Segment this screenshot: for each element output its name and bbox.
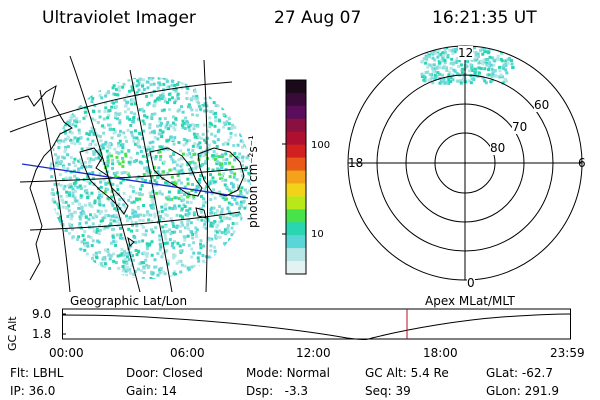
status-glon: GLon: 291.9 xyxy=(486,384,559,398)
colorbar xyxy=(282,79,307,275)
time-tick-0: 00:00 xyxy=(49,346,84,360)
terminator-line xyxy=(21,163,249,199)
time-label: 16:21:35 UT xyxy=(432,8,537,28)
coastline xyxy=(13,84,245,281)
mlt-label-12: 12 xyxy=(458,46,474,60)
time-tick-3: 18:00 xyxy=(423,346,458,360)
mlat-label-80: 80 xyxy=(490,141,506,155)
status-flt: Flt: LBHL xyxy=(10,366,64,380)
polar-panel-caption: Apex MLat/MLT xyxy=(425,294,515,308)
status-glat: GLat: -62.7 xyxy=(486,366,553,380)
status-gain: Gain: 14 xyxy=(126,384,177,398)
colorbar-unit-label: photon cm⁻²s⁻¹ xyxy=(246,135,260,228)
time-tick-4: 23:59 xyxy=(550,346,585,360)
mlt-label-18: 18 xyxy=(348,156,364,170)
time-tick-1: 06:00 xyxy=(170,346,205,360)
colorbar-tick-100: 100 xyxy=(311,140,331,151)
altitude-plot-frame xyxy=(62,308,571,340)
mlat-label-70: 70 xyxy=(512,120,528,134)
instrument-title: Ultraviolet Imager xyxy=(42,8,196,28)
time-tick-2: 12:00 xyxy=(296,346,331,360)
lat-lon-grid xyxy=(9,55,249,292)
colorbar-tick-10: 10 xyxy=(311,229,324,240)
status-gc-alt: GC Alt: 5.4 Re xyxy=(365,366,449,380)
geo-panel-caption: Geographic Lat/Lon xyxy=(70,294,188,308)
status-seq: Seq: 39 xyxy=(365,384,411,398)
polar-grid xyxy=(347,45,583,281)
status-door: Door: Closed xyxy=(126,366,203,380)
altitude-ytick-high: 9.0 xyxy=(32,307,52,321)
altitude-ytick-low: 1.8 xyxy=(32,327,52,341)
date-label: 27 Aug 07 xyxy=(274,8,362,28)
mlat-label-60: 60 xyxy=(534,98,550,112)
status-dsp: Dsp: -3.3 xyxy=(246,384,309,398)
geographic-image-panel xyxy=(9,55,251,292)
mlt-label-6: 6 xyxy=(578,156,586,170)
colorbar-gradient xyxy=(286,80,306,275)
mlt-label-0: 0 xyxy=(467,276,475,290)
polar-mlat-mlt-panel xyxy=(347,45,583,281)
status-mode: Mode: Normal xyxy=(246,366,330,380)
altitude-curve xyxy=(62,313,571,340)
altitude-ylabel: GC Alt xyxy=(6,316,19,351)
altitude-timeline-plot xyxy=(62,308,571,340)
status-ip: IP: 36.0 xyxy=(10,384,56,398)
